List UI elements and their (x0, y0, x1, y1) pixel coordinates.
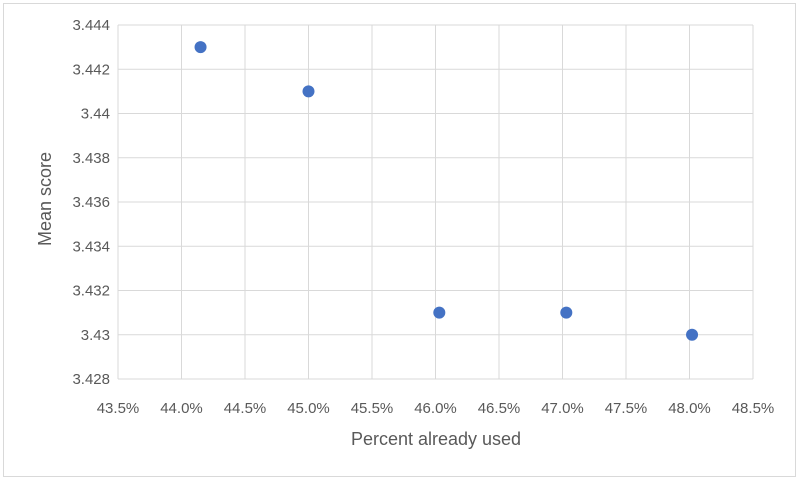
y-tick-label: 3.432 (72, 283, 110, 300)
y-tick-label: 3.444 (72, 17, 110, 34)
x-tick-label: 48.5% (732, 400, 775, 417)
x-tick-label: 44.5% (224, 400, 267, 417)
x-tick-label: 47.5% (605, 400, 648, 417)
y-tick-labels: 3.428 3.43 3.432 3.434 3.436 3.438 3.44 3.442 3.… (72, 17, 110, 388)
y-tick-label: 3.438 (72, 150, 110, 167)
x-tick-labels: 43.5% 44.0% 44.5% 45.0% 45.5% 46.0% 46.5% 47.0%… (97, 400, 775, 417)
y-tick-label: 3.442 (72, 61, 110, 78)
data-point (560, 306, 573, 319)
x-tick-label: 45.5% (351, 400, 394, 417)
x-tick-label: 44.0% (160, 400, 203, 417)
data-point (433, 306, 446, 319)
data-points (194, 41, 699, 341)
x-tick-label: 47.0% (541, 400, 584, 417)
x-tick-label: 46.5% (478, 400, 521, 417)
data-point (686, 328, 699, 341)
grid-lines (117, 24, 754, 380)
y-tick-label: 3.436 (72, 194, 110, 211)
chart-frame (3, 3, 796, 477)
data-point (194, 41, 207, 54)
x-tick-label: 48.0% (668, 400, 711, 417)
x-tick-label: 45.0% (287, 400, 330, 417)
y-tick-label: 3.428 (72, 371, 110, 388)
data-point (302, 85, 315, 98)
x-tick-label: 46.0% (414, 400, 457, 417)
y-axis-title: Mean score (35, 152, 55, 246)
y-tick-label: 3.44 (81, 106, 110, 123)
y-tick-label: 3.434 (72, 238, 110, 255)
y-tick-label: 3.43 (81, 327, 110, 344)
x-axis-title: Percent already used (351, 429, 521, 449)
x-tick-label: 43.5% (97, 400, 140, 417)
